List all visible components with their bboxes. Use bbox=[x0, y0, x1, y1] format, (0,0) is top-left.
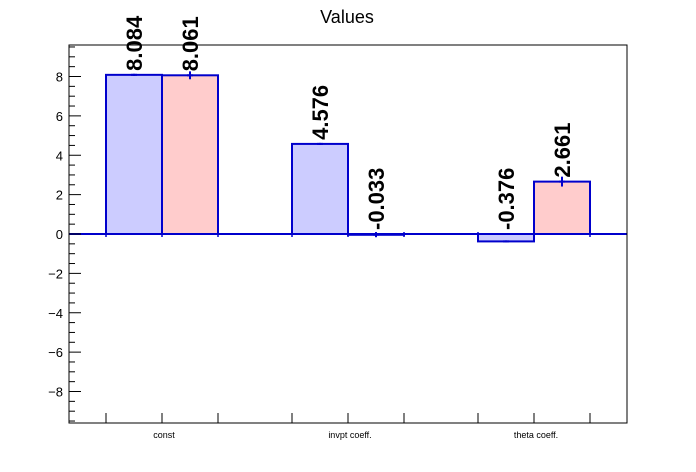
y-tick-label: −6 bbox=[48, 345, 63, 360]
bar-0-0 bbox=[105, 73, 163, 235]
data-label-1-0: 8.061 bbox=[178, 16, 203, 71]
data-label-0-1: 4.576 bbox=[308, 85, 333, 140]
bar-0-2 bbox=[477, 233, 535, 243]
axes-layer: −8 −6 −4 −2 0 2 4 6 8 const invpt coeff. theta coef… bbox=[48, 44, 628, 440]
y-tick-label: 4 bbox=[56, 148, 63, 163]
data-label-0-2: -0.376 bbox=[494, 168, 519, 230]
data-label-1-2: 2.661 bbox=[550, 123, 575, 178]
y-tick-label: −8 bbox=[48, 385, 63, 400]
y-tick-label: −4 bbox=[48, 306, 63, 321]
category-label-2: theta coeff. bbox=[514, 430, 558, 440]
chart-title: Values bbox=[320, 7, 374, 27]
bar-1-2 bbox=[533, 180, 591, 235]
data-label-1-1: -0.033 bbox=[364, 168, 389, 230]
category-label-1: invpt coeff. bbox=[328, 430, 371, 440]
bar-1-0 bbox=[161, 74, 219, 236]
y-tick-label: −2 bbox=[48, 266, 63, 281]
category-label-0: const bbox=[153, 430, 175, 440]
bar-0-1 bbox=[291, 142, 349, 235]
y-tick-label: 0 bbox=[56, 227, 63, 242]
data-labels-layer: 8.084 8.061 4.576 -0.033 -0.376 2.661 bbox=[122, 15, 575, 230]
data-label-0-0: 8.084 bbox=[122, 15, 147, 71]
y-tick-label: 6 bbox=[56, 109, 63, 124]
y-tick-label: 2 bbox=[56, 188, 63, 203]
y-tick-label: 8 bbox=[56, 70, 63, 85]
